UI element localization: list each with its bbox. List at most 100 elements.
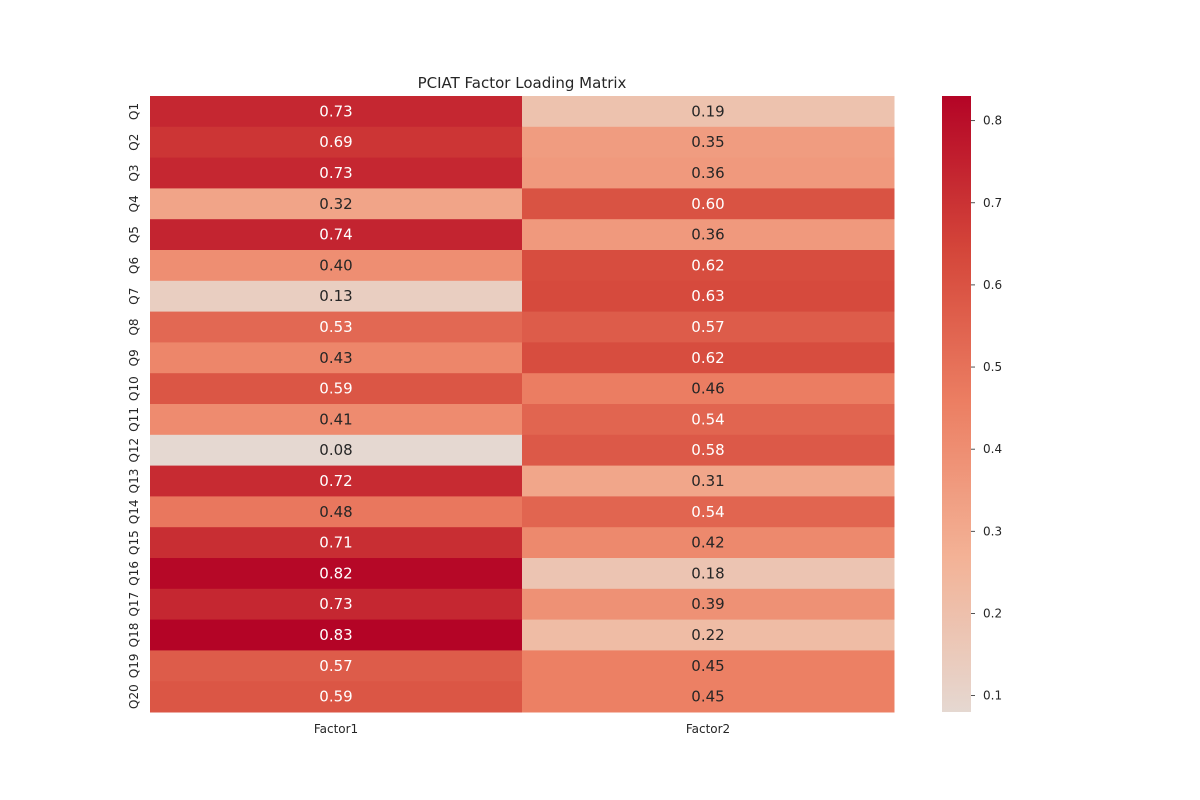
heatmap-cell: [150, 681, 523, 713]
row-tick-label: Q6: [127, 257, 141, 274]
colorbar-tick-labels: 0.1 0.2 0.3 0.4 0.5 0.6 0.7 0.8: [971, 114, 1002, 703]
heatmap-cell: [150, 342, 523, 374]
cell-value-label: 0.36: [691, 226, 724, 244]
heatmap-cell: [150, 434, 523, 467]
row-tick-label: Q18: [127, 623, 141, 648]
heatmap-cell: [522, 188, 895, 220]
heatmap-cell: [150, 465, 523, 497]
heatmap-cell: [522, 527, 895, 559]
heatmap-cell: [150, 280, 523, 313]
row-tick-label: Q17: [127, 592, 141, 617]
row-tick-label: Q5: [127, 226, 141, 243]
heatmap-cell: [522, 558, 895, 590]
heatmap-cell: [150, 619, 523, 651]
cell-value-label: 0.40: [319, 256, 352, 274]
heatmap-cell: [150, 311, 523, 343]
cell-value-label: 0.54: [691, 503, 724, 521]
row-tick-label: Q11: [127, 407, 141, 432]
row-tick-label: Q13: [127, 469, 141, 494]
heatmap-cell: [150, 558, 523, 590]
cell-value-label: 0.57: [319, 657, 352, 675]
heatmap-cell: [522, 157, 895, 189]
cell-value-label: 0.19: [691, 102, 724, 120]
cell-value-label: 0.74: [319, 226, 352, 244]
heatmap-cell: [522, 496, 895, 528]
cell-value-label: 0.69: [319, 133, 352, 151]
row-tick-label: Q3: [127, 164, 141, 181]
cell-value-label: 0.60: [691, 195, 724, 213]
heatmap-cell: [150, 650, 523, 682]
colorbar-tick-label: 0.8: [983, 114, 1002, 128]
row-tick-labels: Q1 Q2 Q3 Q4 Q5 Q6 Q7 Q8 Q9 Q10 Q11 Q12 Q13 Q14 Q15 Q16 Q…: [127, 103, 141, 709]
cell-value-label: 0.73: [319, 102, 352, 120]
cell-value-label: 0.42: [691, 534, 724, 552]
heatmap-cell: [522, 342, 895, 374]
heatmap-cell: [150, 250, 523, 282]
row-tick-label: Q8: [127, 318, 141, 335]
cell-value-label: 0.73: [319, 595, 352, 613]
colorbar-tick-label: 0.6: [983, 278, 1002, 292]
row-tick-label: Q20: [127, 684, 141, 709]
cell-value-label: 0.48: [319, 503, 352, 521]
cell-value-label: 0.45: [691, 657, 724, 675]
column-tick-labels: Factor1 Factor2: [314, 722, 730, 736]
cell-value-label: 0.59: [319, 688, 352, 706]
row-tick-label: Q4: [127, 195, 141, 212]
colorbar-tick-label: 0.2: [983, 606, 1002, 620]
heatmap-cell: [522, 96, 895, 128]
heatmap-cell: [150, 188, 523, 220]
heatmap-cell: [150, 527, 523, 559]
cell-value-label: 0.35: [691, 133, 724, 151]
row-tick-label: Q10: [127, 376, 141, 401]
cell-value-label: 0.83: [319, 626, 352, 644]
cell-value-label: 0.32: [319, 195, 352, 213]
row-tick-label: Q9: [127, 349, 141, 366]
heatmap-cell: [150, 157, 523, 189]
cell-value-label: 0.18: [691, 564, 724, 582]
heatmap-cell: [522, 250, 895, 282]
row-tick-label: Q1: [127, 103, 141, 120]
cell-value-label: 0.73: [319, 164, 352, 182]
cell-value-label: 0.22: [691, 626, 724, 644]
cell-value-label: 0.63: [691, 287, 724, 305]
row-tick-label: Q2: [127, 134, 141, 151]
column-tick-label: Factor2: [686, 722, 730, 736]
cell-value-label: 0.45: [691, 688, 724, 706]
cell-value-label: 0.43: [319, 349, 352, 367]
row-tick-label: Q14: [127, 499, 141, 524]
cell-value-label: 0.41: [319, 410, 352, 428]
heatmap-cell: [522, 126, 895, 159]
heatmap-cell: [150, 219, 523, 251]
heatmap-cell: [522, 681, 895, 713]
heatmap-cell: [522, 588, 895, 621]
cell-value-label: 0.39: [691, 595, 724, 613]
heatmap-cell: [522, 404, 895, 436]
heatmap-cell: [150, 373, 523, 405]
colorbar-tick-label: 0.4: [983, 442, 1002, 456]
heatmap-cell: [150, 96, 523, 128]
heatmap-cell: [522, 280, 895, 313]
cell-value-label: 0.08: [319, 441, 352, 459]
heatmap-cell: [522, 434, 895, 467]
cell-value-label: 0.36: [691, 164, 724, 182]
heatmap-cell: [522, 650, 895, 682]
row-tick-label: Q15: [127, 530, 141, 555]
heatmap-cell: [522, 219, 895, 251]
cell-value-label: 0.62: [691, 256, 724, 274]
chart-title: PCIAT Factor Loading Matrix: [418, 74, 627, 92]
row-tick-label: Q12: [127, 438, 141, 463]
colorbar-tick-label: 0.7: [983, 196, 1002, 210]
heatmap-cells: 0.73 0.19 0.69 0.35 0.73 0.36 0.32 0.60 0.74 0.36…: [150, 96, 895, 713]
cell-value-label: 0.46: [691, 380, 724, 398]
colorbar-tick-label: 0.5: [983, 360, 1002, 374]
row-tick-label: Q16: [127, 561, 141, 586]
cell-value-label: 0.59: [319, 380, 352, 398]
heatmap-cell: [150, 588, 523, 621]
heatmap-cell: [522, 311, 895, 343]
colorbar-tick-label: 0.3: [983, 524, 1002, 538]
heatmap-cell: [522, 465, 895, 497]
cell-value-label: 0.58: [691, 441, 724, 459]
heatmap-cell: [522, 373, 895, 405]
cell-value-label: 0.53: [319, 318, 352, 336]
